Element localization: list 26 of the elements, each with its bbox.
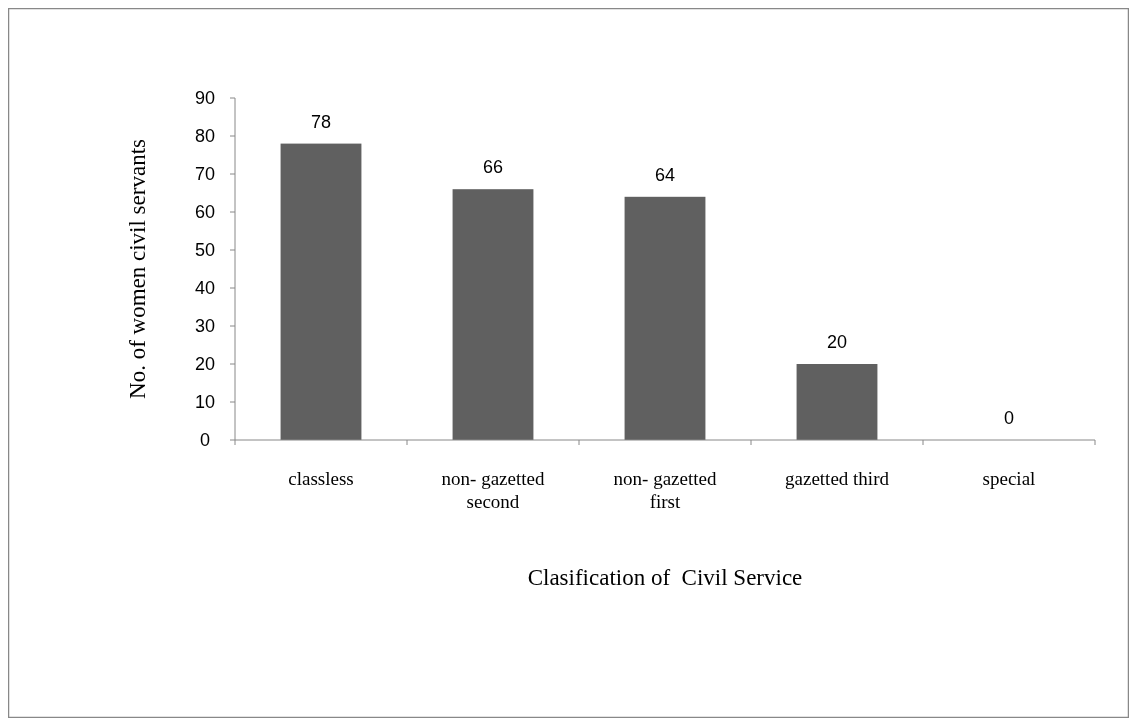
data-label: 66 bbox=[482, 157, 504, 178]
y-tick-label: 20 bbox=[194, 354, 216, 375]
y-tick-label: 70 bbox=[194, 164, 216, 185]
y-tick-label: 80 bbox=[194, 126, 216, 147]
bar bbox=[796, 364, 878, 440]
x-axis-title: Clasification of Civil Service bbox=[527, 565, 803, 590]
x-tick-label: special bbox=[982, 468, 1036, 489]
data-label: 0 bbox=[1003, 408, 1015, 428]
x-tick-label: non- gazetted first bbox=[613, 468, 717, 512]
data-label: 78 bbox=[310, 111, 332, 132]
y-tick-label: 50 bbox=[194, 240, 216, 261]
data-label: 20 bbox=[826, 332, 848, 352]
data-label: 64 bbox=[654, 164, 676, 185]
x-tick-label: non- gazetted second bbox=[441, 468, 545, 512]
bar bbox=[452, 189, 534, 440]
bar bbox=[280, 143, 362, 440]
y-axis-title: No. of women civil servants bbox=[125, 138, 150, 399]
bar bbox=[624, 196, 706, 440]
x-tick-label: classless bbox=[288, 468, 354, 489]
y-tick-label: 30 bbox=[194, 316, 216, 337]
y-tick-label: 10 bbox=[194, 392, 216, 413]
y-tick-label: 0 bbox=[199, 430, 211, 451]
y-tick-label: 40 bbox=[194, 278, 216, 299]
y-tick-label: 90 bbox=[194, 88, 216, 109]
x-tick-label: gazetted third bbox=[785, 468, 890, 489]
y-tick-label: 60 bbox=[194, 202, 216, 223]
